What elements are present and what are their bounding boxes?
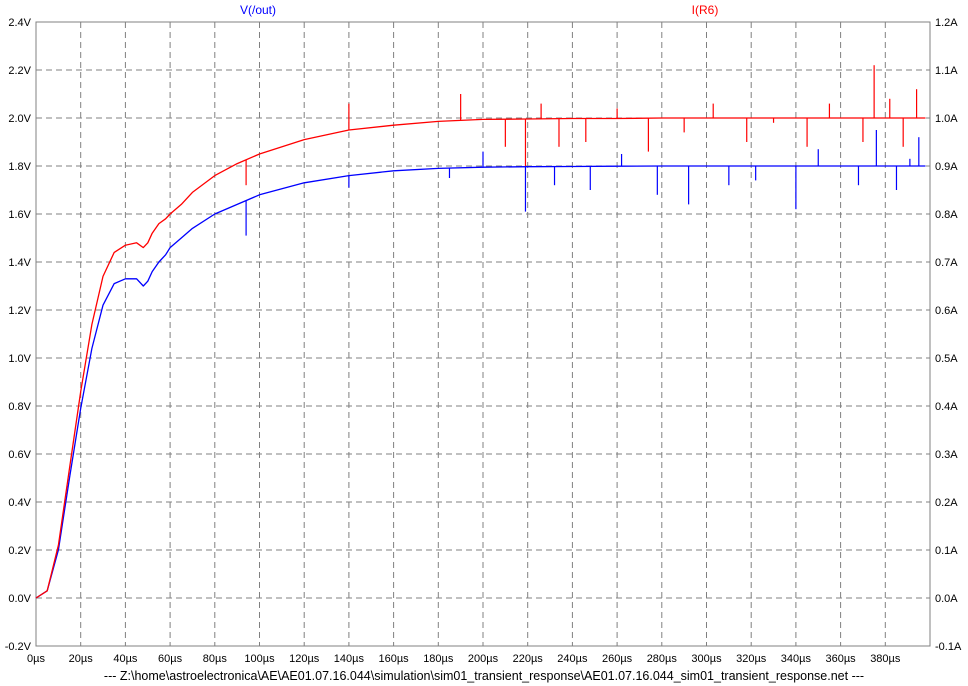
x-tick-label: 280µs xyxy=(647,653,678,665)
trace-name: V(/out) xyxy=(240,3,276,17)
x-tick-label: 300µs xyxy=(691,653,722,665)
x-tick-label: 180µs xyxy=(423,653,454,665)
left-tick-label: 1.4V xyxy=(8,257,31,269)
x-tick-label: 240µs xyxy=(557,653,588,665)
x-tick-label: 120µs xyxy=(289,653,320,665)
traces xyxy=(35,65,926,599)
left-tick-label: 2.4V xyxy=(8,17,31,29)
x-tick-label: 100µs xyxy=(244,653,275,665)
right-tick-label: 0.4A xyxy=(935,401,958,413)
trace-voltage xyxy=(35,165,926,599)
plot-grid xyxy=(36,22,930,646)
left-tick-label: 0.4V xyxy=(8,497,31,509)
left-tick-label: -0.2V xyxy=(5,641,32,653)
left-tick-label: 1.0V xyxy=(8,353,31,365)
right-tick-label: 0.3A xyxy=(935,449,958,461)
right-tick-label: 0.2A xyxy=(935,497,958,509)
x-tick-label: 360µs xyxy=(825,653,856,665)
left-tick-label: 1.2V xyxy=(8,305,31,317)
x-tick-label: 320µs xyxy=(736,653,767,665)
right-tick-label: 0.6A xyxy=(935,305,958,317)
x-tick-label: 20µs xyxy=(69,653,94,665)
right-tick-label: 0.5A xyxy=(935,353,958,365)
trace-names: V(/out) I(R6) xyxy=(240,3,718,17)
left-tick-label: 0.0V xyxy=(8,593,31,605)
right-tick-label: 0.9A xyxy=(935,161,958,173)
trace-name: I(R6) xyxy=(692,3,719,17)
right-tick-label: 1.0A xyxy=(935,113,958,125)
left-tick-label: 2.0V xyxy=(8,113,31,125)
x-axis-ticks: 0µs 20µs 40µs 60µs 80µs 100µs 120µs 140µs 160µs 1… xyxy=(27,653,901,665)
right-tick-label: 0.0A xyxy=(935,593,958,605)
x-tick-label: 140µs xyxy=(334,653,365,665)
right-tick-label: 0.1A xyxy=(935,545,958,557)
left-axis-ticks: -0.2V 0.0V 0.2V 0.4V 0.6V 0.8V 1.0V 1.2V 1.4V 1.6… xyxy=(5,17,32,653)
x-tick-label: 60µs xyxy=(158,653,183,665)
left-tick-label: 1.8V xyxy=(8,161,31,173)
left-tick-label: 1.6V xyxy=(8,209,31,221)
right-axis-ticks: -0.1A 0.0A 0.1A 0.2A 0.3A 0.4A 0.5A 0.6A 0.7A 0.8… xyxy=(935,17,962,653)
x-tick-label: 380µs xyxy=(870,653,901,665)
left-tick-label: 0.6V xyxy=(8,449,31,461)
left-tick-label: 2.2V xyxy=(8,65,31,77)
x-tick-label: 40µs xyxy=(113,653,138,665)
plot-frame xyxy=(35,21,931,647)
right-tick-label: 0.8A xyxy=(935,209,958,221)
x-tick-label: 80µs xyxy=(203,653,228,665)
x-tick-label: 340µs xyxy=(781,653,812,665)
right-tick-label: -0.1A xyxy=(935,641,962,653)
right-tick-label: 1.2A xyxy=(935,17,958,29)
x-tick-label: 200µs xyxy=(468,653,499,665)
left-tick-label: 0.2V xyxy=(8,545,31,557)
x-tick-label: 260µs xyxy=(602,653,633,665)
x-tick-label: 220µs xyxy=(513,653,544,665)
x-tick-label: 0µs xyxy=(27,653,45,665)
right-tick-label: 0.7A xyxy=(935,257,958,269)
x-tick-label: 160µs xyxy=(378,653,409,665)
right-tick-label: 1.1A xyxy=(935,65,958,77)
trace-current xyxy=(35,117,926,599)
left-tick-label: 0.8V xyxy=(8,401,31,413)
netlist-path: --- Z:\home\astroelectronica\AE\AE01.07.… xyxy=(103,669,865,683)
